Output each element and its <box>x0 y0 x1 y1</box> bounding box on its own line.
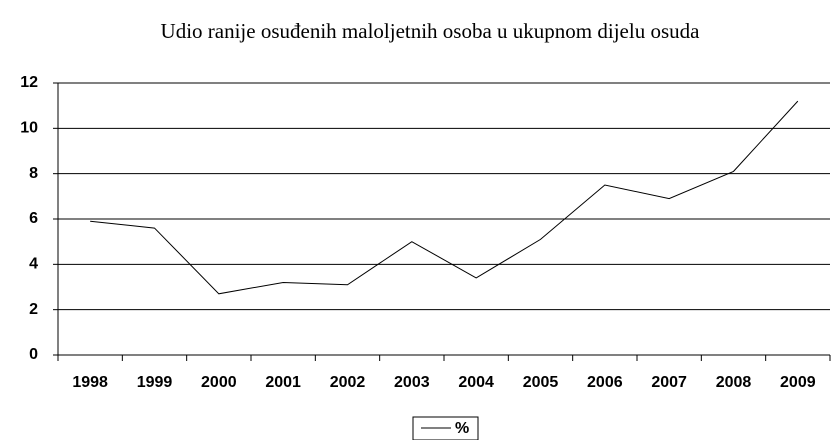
x-tick-label: 2009 <box>780 374 816 391</box>
chart-title: Udio ranije osuđenih maloljetnih osoba u… <box>161 19 701 43</box>
y-tick-label: 12 <box>20 74 38 91</box>
x-tick-label: 2005 <box>523 374 559 391</box>
y-tick-label: 0 <box>29 346 38 363</box>
x-tick-label: 2007 <box>651 374 687 391</box>
x-tick-label: 2001 <box>265 374 301 391</box>
y-tick-label: 2 <box>29 301 38 318</box>
y-tick-label: 8 <box>29 165 38 182</box>
x-tick-label: 2006 <box>587 374 623 391</box>
x-tick-label: 2004 <box>458 374 494 391</box>
x-tick-label: 2003 <box>394 374 430 391</box>
x-tick-label: 2008 <box>716 374 752 391</box>
legend-label: % <box>455 420 469 437</box>
y-tick-label: 4 <box>29 256 38 273</box>
x-tick-label: 2002 <box>330 374 366 391</box>
y-tick-label: 10 <box>20 120 38 137</box>
x-tick-label: 1998 <box>72 374 108 391</box>
x-tick-label: 1999 <box>137 374 173 391</box>
line <box>90 100 799 295</box>
x-tick-label: 2000 <box>201 374 237 391</box>
y-tick-label: 6 <box>29 210 38 227</box>
